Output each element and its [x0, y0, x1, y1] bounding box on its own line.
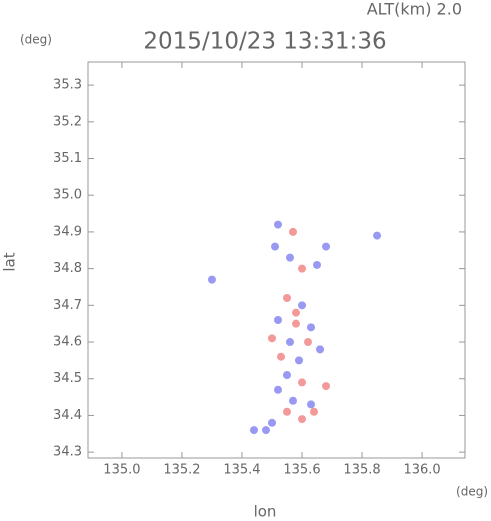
y-tick-label: 34.8 [53, 261, 82, 276]
echo-point [295, 356, 304, 365]
y-tick-label: 34.5 [53, 371, 82, 386]
echo-point [292, 319, 301, 328]
echo-point [274, 385, 283, 394]
echo-point [298, 301, 307, 310]
x-axis-label: lon [254, 503, 277, 521]
echo-point [310, 407, 319, 416]
echo-point [298, 415, 307, 424]
echo-point [207, 275, 216, 284]
y-tick-label: 34.3 [53, 445, 82, 460]
x-tick-label: 135.0 [103, 463, 140, 478]
echo-point [313, 260, 322, 269]
echo-point [277, 352, 286, 361]
echo-point [307, 323, 316, 332]
y-tick-label: 35.1 [53, 151, 82, 166]
x-unit: (deg) [456, 485, 488, 499]
y-tick-label: 35.3 [53, 78, 82, 93]
echo-point [274, 220, 283, 229]
echo-point [267, 418, 276, 427]
x-tick-label: 135.8 [343, 463, 380, 478]
y-tick-label: 35.2 [53, 114, 82, 129]
altitude-label: ALT(km) 2.0 [367, 0, 462, 19]
echo-point [316, 345, 325, 354]
echo-point [289, 227, 298, 236]
echo-point [373, 231, 382, 240]
x-tick-label: 135.4 [223, 463, 260, 478]
echo-point [267, 334, 276, 343]
echo-point [286, 338, 295, 347]
x-tick-label: 135.2 [163, 463, 200, 478]
echo-point [289, 396, 298, 405]
y-tick-label: 34.9 [53, 224, 82, 239]
echo-point [307, 400, 316, 409]
x-tick-label: 135.6 [283, 463, 320, 478]
echo-point [283, 371, 292, 380]
y-tick-label: 34.7 [53, 298, 82, 313]
echo-point [270, 242, 279, 251]
chart-title: 2015/10/23 13:31:36 [143, 29, 386, 55]
echo-point [298, 378, 307, 387]
echo-point [304, 338, 313, 347]
y-unit: (deg) [20, 33, 52, 47]
echo-point [286, 253, 295, 262]
echo-point [292, 308, 301, 317]
echo-point [249, 426, 258, 435]
plot-frame [87, 61, 466, 459]
echo-point [274, 316, 283, 325]
y-axis-label: lat [1, 252, 19, 271]
y-tick-label: 34.6 [53, 335, 82, 350]
echo-point [261, 426, 270, 435]
echo-point [322, 242, 331, 251]
echo-point [322, 382, 331, 391]
echo-point [283, 293, 292, 302]
y-tick-label: 34.4 [53, 408, 82, 423]
echo-point [298, 264, 307, 273]
echo-point [283, 407, 292, 416]
y-tick-label: 35.0 [53, 188, 82, 203]
x-tick-label: 136.0 [403, 463, 440, 478]
